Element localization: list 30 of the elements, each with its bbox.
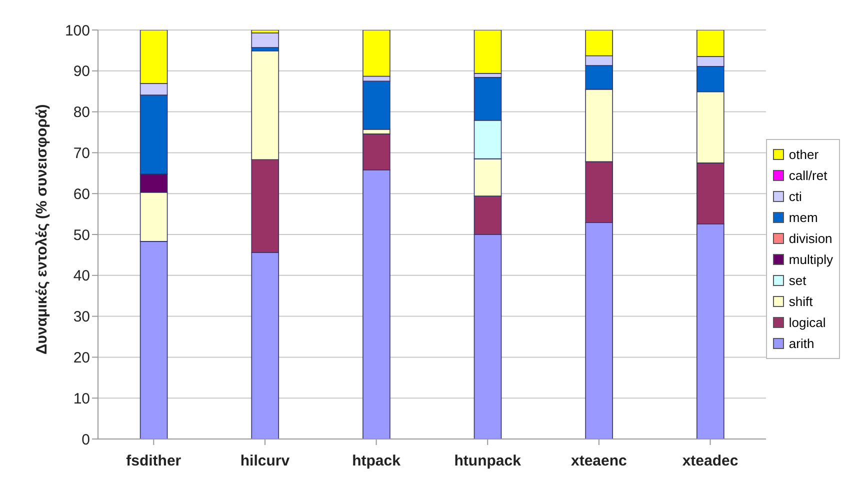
legend-label: multiply [788, 252, 833, 266]
legend-label: division [788, 230, 832, 246]
x-tick-label: htunpack [454, 452, 522, 470]
x-tick-label: xteadec [682, 452, 738, 470]
y-tick-label: 60 [73, 186, 90, 203]
x-tick-label: hilcurv [240, 452, 290, 470]
y-tick-label: 80 [73, 104, 90, 122]
bar [474, 30, 502, 74]
y-tick-label: 40 [73, 268, 90, 285]
x-tick-label: xteaenc [571, 452, 627, 470]
legend-label: shift [788, 294, 813, 308]
y-tick-label: 70 [73, 145, 90, 162]
legend-label: set [788, 272, 806, 288]
legend-label: mem [788, 210, 818, 224]
legend-label: cti [788, 188, 802, 204]
legend-label: other [788, 146, 819, 162]
x-tick-label: fsdither [126, 452, 182, 470]
x-tick-label: htpack [352, 452, 402, 470]
legend-label: arith [788, 336, 814, 350]
y-tick-label: 90 [73, 63, 90, 80]
legend-label: logical [788, 314, 826, 330]
y-tick-label: 50 [73, 226, 90, 244]
y-tick-label: 20 [73, 350, 90, 367]
y-tick-label: 0 [82, 431, 90, 448]
y-tick-label: 100 [64, 22, 90, 40]
bar [251, 32, 280, 48]
legend-label: call/ret [788, 168, 828, 182]
y-tick-label: 30 [73, 308, 90, 326]
y-tick-label: 10 [73, 390, 90, 408]
y-axis-title: Δυναμικές εντολές (% συνεισφορά) [33, 104, 50, 354]
